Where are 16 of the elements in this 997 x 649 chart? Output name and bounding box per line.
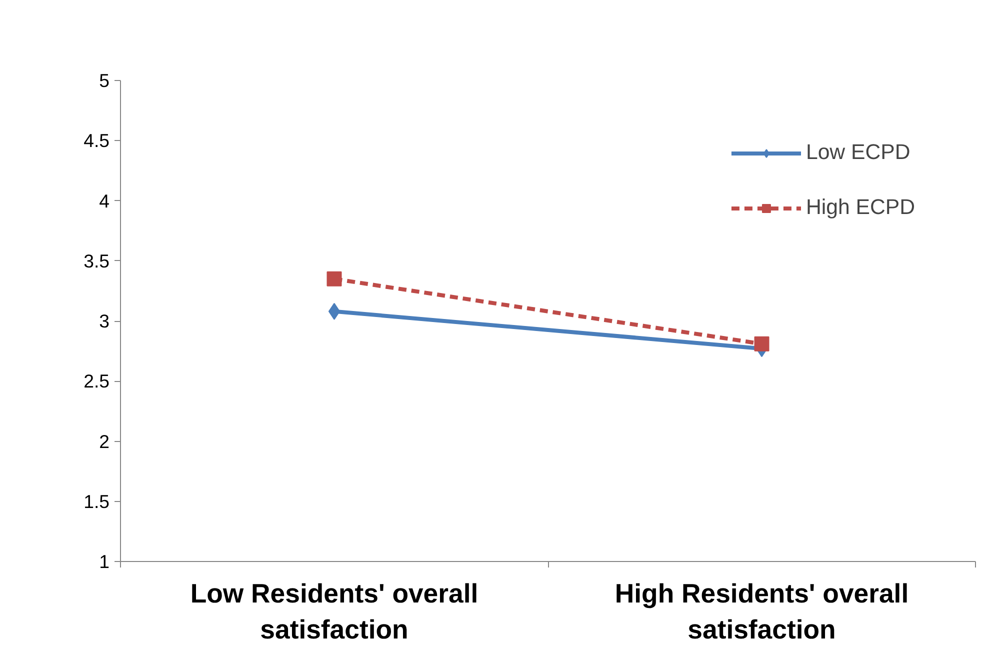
y-tick-label: 3 xyxy=(99,310,110,332)
y-tick-label: 2 xyxy=(99,430,110,452)
y-tick-label: 5 xyxy=(99,70,110,91)
legend-label: High ECPD xyxy=(806,195,915,220)
x-tick-label: Low Residents' overall satisfaction xyxy=(190,578,478,644)
point xyxy=(328,302,340,320)
y-tick-label: 4 xyxy=(99,190,110,212)
y-tick-label: 4.5 xyxy=(84,130,110,152)
y-tick-label: 1 xyxy=(99,551,110,572)
point xyxy=(326,271,342,286)
y-tick-label: 1.5 xyxy=(84,490,110,512)
y-tick-label: 2.5 xyxy=(84,370,110,392)
y-tick-label: 3.5 xyxy=(84,250,110,272)
point xyxy=(754,336,770,352)
legend-label: Low ECPD xyxy=(806,140,910,165)
x-tick-label: High Residents' overall satisfaction xyxy=(614,578,909,644)
